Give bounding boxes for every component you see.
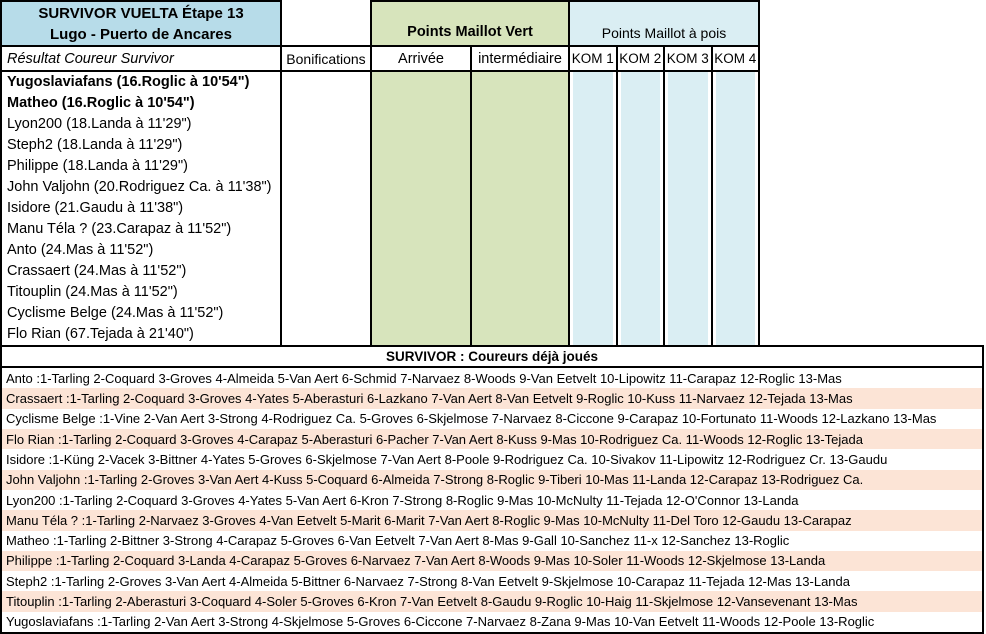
played-picks: 1-Tarling 2-Van Aert 3-Strong 4-Skjelmos… <box>100 614 875 630</box>
played-player-name: John Valjohn : <box>6 472 88 488</box>
kom4-column-header: KOM 4 <box>710 47 759 70</box>
result-column-header: Résultat Coureur Survivor <box>0 45 282 72</box>
kom1-fill <box>573 72 613 345</box>
kom-columns-body <box>568 72 760 345</box>
played-row: Matheo : 1-Tarling 2-Bittner 3-Strong 4-… <box>2 530 982 551</box>
kom3-column-header: KOM 3 <box>663 47 711 70</box>
kom2-column-header: KOM 2 <box>615 47 664 70</box>
played-picks: 1-Tarling 2-Coquard 3-Groves 4-Almeida 5… <box>39 370 842 386</box>
played-player-name: Yugoslaviafans : <box>6 614 101 630</box>
played-picks: 1-Tarling 2-Coquard 3-Groves 4-Yates 5-V… <box>62 492 799 508</box>
intermediaire-column-header: intermédiaire <box>470 45 570 72</box>
played-row: Cyclisme Belge : 1-Vine 2-Van Aert 3-Str… <box>2 408 982 429</box>
played-player-name: Anto : <box>6 370 40 386</box>
stage-title-line2: Lugo - Puerto de Ancares <box>50 25 232 43</box>
standing-row: Manu Téla ? (23.Carapaz à 11'52") <box>7 221 232 237</box>
standing-row: Lyon200 (18.Landa à 11'29") <box>7 116 192 132</box>
played-row: Anto : 1-Tarling 2-Coquard 3-Groves 4-Al… <box>2 368 982 389</box>
standing-row: Matheo (16.Roglic à 10'54") <box>7 95 195 111</box>
played-row: John Valjohn : 1-Tarling 2-Groves 3-Van … <box>2 469 982 490</box>
standing-row: Isidore (21.Gaudu à 11'38") <box>7 200 184 216</box>
played-row: Manu Téla ? : 1-Tarling 2-Narvaez 3-Grov… <box>2 510 982 531</box>
kom2-fill <box>620 72 660 345</box>
played-player-name: Matheo : <box>6 533 57 549</box>
standing-row: Titouplin (24.Mas à 11'52") <box>7 284 178 300</box>
stage-title-line1: SURVIVOR VUELTA Étape 13 <box>38 4 244 22</box>
kom1-column-body <box>570 72 616 345</box>
played-row: Flo Rian : 1-Tarling 2-Coquard 3-Groves … <box>2 428 982 450</box>
arrivee-column-header: Arrivée <box>370 45 472 72</box>
played-picks: 1-Tarling 2-Coquard 3-Landa 4-Carapaz 5-… <box>59 553 826 569</box>
played-player-name: Flo Rian : <box>6 431 62 447</box>
intermediaire-column-body <box>470 72 570 345</box>
played-player-name: Cyclisme Belge : <box>6 411 103 427</box>
standings-list: Yugoslaviafans (16.Roglic à 10'54") Mathe… <box>0 72 282 345</box>
standing-row: Cyclisme Belge (24.Mas à 11'52") <box>7 305 224 321</box>
played-player-name: Isidore : <box>6 451 53 467</box>
played-picks: 1-Tarling 2-Coquard 3-Groves 4-Carapaz 5… <box>61 431 863 447</box>
polka-jersey-group-header: Points Maillot à pois <box>568 0 760 47</box>
played-riders-section: SURVIVOR : Coureurs déjà joués Anto : 1-… <box>0 345 984 634</box>
played-player-name: Philippe : <box>6 553 60 569</box>
played-picks: 1-Küng 2-Vacek 3-Bittner 4-Yates 5-Grove… <box>52 451 888 467</box>
played-player-name: Manu Téla ? : <box>6 512 86 528</box>
green-jersey-group-header: Points Maillot Vert <box>370 0 570 47</box>
standing-row: John Valjohn (20.Rodriguez Ca. à 11'38") <box>7 179 272 195</box>
played-picks: 1-Tarling 2-Coquard 3-Groves 4-Yates 5-A… <box>69 390 853 406</box>
bonifications-column-header: Bonifications <box>280 45 372 72</box>
played-picks: 1-Tarling 2-Groves 3-Van Aert 4-Almeida … <box>54 573 850 589</box>
standing-row: Steph2 (18.Landa à 11'29") <box>7 137 183 153</box>
kom1-column-header: KOM 1 <box>571 51 614 66</box>
played-rows: Anto : 1-Tarling 2-Coquard 3-Groves 4-Al… <box>2 368 982 633</box>
standing-row: Philippe (18.Landa à 11'29") <box>7 158 188 174</box>
kom-column-headers: KOM 1 KOM 2 KOM 3 KOM 4 <box>568 45 760 72</box>
kom3-column-body <box>663 72 711 345</box>
played-row: Isidore : 1-Küng 2-Vacek 3-Bittner 4-Yat… <box>2 449 982 470</box>
played-picks: 1-Vine 2-Van Aert 3-Strong 4-Rodriguez C… <box>102 411 937 427</box>
played-player-name: Steph2 : <box>6 573 55 589</box>
standing-row: Flo Rian (67.Tejada à 21'40") <box>7 326 194 342</box>
played-picks: 1-Tarling 2-Aberasturi 3-Coquard 4-Soler… <box>61 594 858 610</box>
standing-row: Anto (24.Mas à 11'52") <box>7 242 154 258</box>
played-row: Lyon200 : 1-Tarling 2-Coquard 3-Groves 4… <box>2 489 982 511</box>
kom2-column-body <box>615 72 663 345</box>
played-player-name: Titouplin : <box>6 594 62 610</box>
played-picks: 1-Tarling 2-Narvaez 3-Groves 4-Van Eetve… <box>85 512 852 528</box>
played-riders-section-title: SURVIVOR : Coureurs déjà joués <box>2 347 982 368</box>
stage-title-block: SURVIVOR VUELTA Étape 13 Lugo - Puerto d… <box>0 0 282 47</box>
kom4-fill <box>715 72 755 345</box>
kom4-column-body <box>710 72 758 345</box>
played-picks: 1-Tarling 2-Bittner 3-Strong 4-Carapaz 5… <box>56 533 790 549</box>
played-row: Philippe : 1-Tarling 2-Coquard 3-Landa 4… <box>2 550 982 572</box>
played-player-name: Lyon200 : <box>6 492 63 508</box>
played-picks: 1-Tarling 2-Groves 3-Van Aert 4-Kuss 5-C… <box>87 472 864 488</box>
played-row: Yugoslaviafans : 1-Tarling 2-Van Aert 3-… <box>2 611 982 633</box>
standing-row: Yugoslaviafans (16.Roglic à 10'54") <box>7 74 250 90</box>
played-row: Steph2 : 1-Tarling 2-Groves 3-Van Aert 4… <box>2 571 982 592</box>
standing-row: Crassaert (24.Mas à 11'52") <box>7 263 187 279</box>
played-player-name: Crassaert : <box>6 390 70 406</box>
played-row: Crassaert : 1-Tarling 2-Coquard 3-Groves… <box>2 388 982 409</box>
kom3-fill <box>668 72 708 345</box>
bonifications-column-body <box>280 72 372 345</box>
arrivee-column-body <box>370 72 472 345</box>
played-row: Titouplin : 1-Tarling 2-Aberasturi 3-Coq… <box>2 591 982 612</box>
